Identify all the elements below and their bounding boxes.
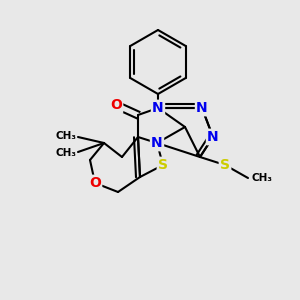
Text: O: O [110,98,122,112]
Text: CH₃: CH₃ [251,173,272,183]
Text: N: N [152,101,164,115]
Text: N: N [207,130,219,144]
Text: O: O [89,176,101,190]
Text: S: S [158,158,168,172]
Text: N: N [196,101,208,115]
Text: N: N [151,136,163,150]
Text: CH₃: CH₃ [55,148,76,158]
Text: S: S [220,158,230,172]
Text: CH₃: CH₃ [55,131,76,141]
